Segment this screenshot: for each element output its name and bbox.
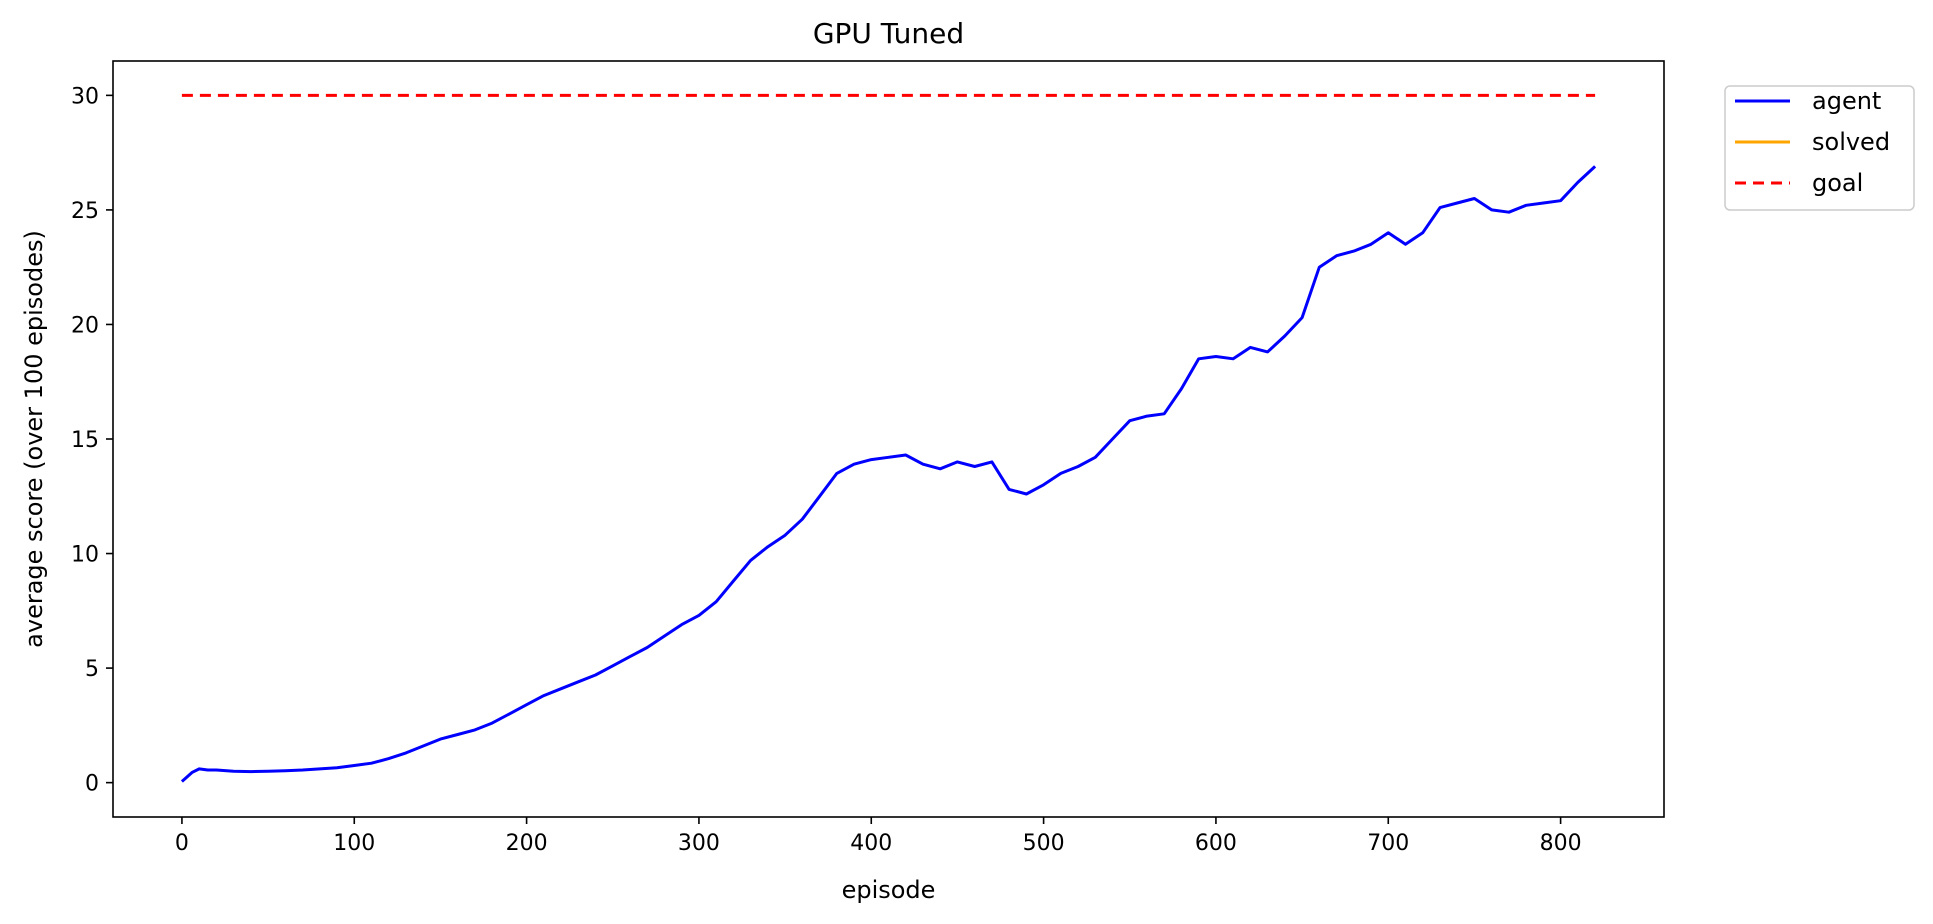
plot-frame <box>112 60 1665 818</box>
legend-label-agent: agent <box>1812 87 1881 115</box>
legend: agent solved goal <box>1724 85 1915 211</box>
x-tick-label: 600 <box>1195 831 1237 856</box>
x-axis-label: episode <box>842 876 936 904</box>
y-tick-label: 5 <box>85 657 99 682</box>
y-tick-label: 15 <box>71 428 99 453</box>
legend-label-solved: solved <box>1812 128 1890 156</box>
x-tick-label: 700 <box>1367 831 1409 856</box>
chart-title: GPU Tuned <box>813 17 964 50</box>
y-tick-label: 0 <box>85 772 99 797</box>
x-tick-label: 300 <box>678 831 720 856</box>
y-axis-label: average score (over 100 episodes) <box>20 230 48 648</box>
y-axis-ticks: 0 5 10 15 20 25 30 <box>71 84 113 797</box>
x-tick-label: 200 <box>506 831 548 856</box>
x-axis-ticks: 0 100 200 300 400 500 600 700 800 <box>175 817 1582 856</box>
legend-label-goal: goal <box>1812 169 1863 197</box>
y-tick-label: 30 <box>71 84 99 109</box>
x-tick-label: 500 <box>1023 831 1065 856</box>
x-tick-label: 0 <box>175 831 189 856</box>
y-tick-label: 25 <box>71 199 99 224</box>
x-tick-label: 100 <box>333 831 375 856</box>
y-tick-label: 10 <box>71 543 99 568</box>
x-tick-label: 800 <box>1540 831 1582 856</box>
x-tick-label: 400 <box>850 831 892 856</box>
y-tick-label: 20 <box>71 313 99 338</box>
series-line-agent <box>180 165 1597 783</box>
legend-frame <box>1724 85 1915 211</box>
